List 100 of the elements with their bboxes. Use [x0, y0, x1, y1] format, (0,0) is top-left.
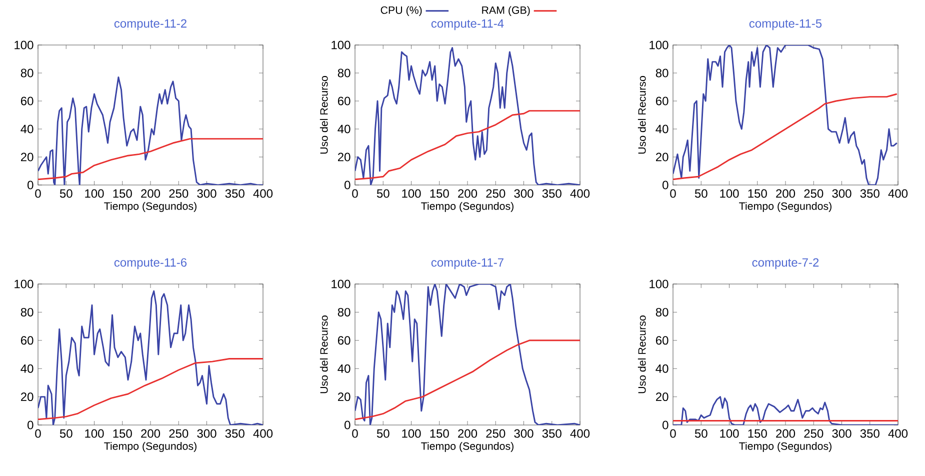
x-tick-label: 300 — [832, 189, 852, 198]
y-tick-label: 40 — [20, 124, 34, 134]
x-tick-label: 250 — [169, 189, 188, 198]
legend-label: CPU (%) — [380, 6, 422, 16]
y-tick-label: 0 — [344, 180, 350, 190]
y-tick-label: 100 — [14, 280, 34, 288]
y-tick-label: 20 — [338, 152, 350, 162]
x-tick-label: 50 — [60, 189, 72, 198]
x-tick-label: 200 — [141, 429, 160, 438]
y-axis-title: Uso del Recurso — [638, 316, 646, 394]
y-tick-label: 80 — [20, 308, 34, 316]
y-tick-label: 80 — [656, 308, 668, 316]
x-tick-label: 350 — [542, 189, 562, 198]
y-tick-label: 80 — [338, 308, 350, 316]
x-tick-label: 350 — [860, 429, 880, 438]
x-tick-label: 400 — [570, 429, 590, 438]
x-tick-label: 50 — [60, 429, 72, 438]
x-tick-label: 200 — [776, 429, 796, 438]
x-tick-label: 100 — [720, 189, 739, 198]
y-tick-label: 60 — [20, 336, 34, 345]
legend-label: RAM (GB) — [482, 6, 530, 16]
y-tick-label: 100 — [332, 40, 350, 50]
x-tick-label: 300 — [514, 429, 534, 438]
y-tick-label: 100 — [14, 40, 34, 50]
x-tick-label: 400 — [253, 429, 273, 438]
y-tick-label: 40 — [656, 124, 668, 134]
y-tick-label: 60 — [338, 336, 350, 345]
y-tick-label: 20 — [20, 392, 34, 402]
x-axis-title: Tiempo (Segundos) — [104, 202, 196, 212]
y-tick-label: 0 — [28, 420, 34, 430]
x-tick-label: 200 — [458, 429, 478, 438]
x-tick-label: 350 — [225, 429, 244, 438]
x-tick-label: 50 — [694, 189, 708, 198]
x-tick-label: 0 — [352, 189, 358, 198]
y-tick-label: 20 — [338, 392, 350, 402]
y-tick-label: 0 — [344, 420, 350, 430]
x-tick-label: 400 — [888, 189, 908, 198]
y-tick-label: 80 — [20, 68, 34, 78]
x-tick-label: 300 — [832, 429, 852, 438]
y-tick-label: 0 — [662, 180, 668, 190]
x-tick-label: 100 — [85, 189, 104, 198]
x-tick-label: 250 — [804, 429, 824, 438]
x-tick-label: 200 — [141, 189, 160, 198]
line-series — [38, 76, 264, 185]
y-tick-label: 100 — [650, 40, 668, 50]
y-axis-title: Uso del Recurso — [638, 76, 646, 154]
x-tick-label: 200 — [776, 189, 796, 198]
x-tick-label: 50 — [694, 429, 708, 438]
x-tick-label: 0 — [670, 429, 676, 438]
x-tick-label: 150 — [430, 189, 449, 198]
x-tick-label: 250 — [486, 189, 506, 198]
x-tick-label: 50 — [376, 189, 390, 198]
x-tick-label: 0 — [352, 429, 358, 438]
y-tick-label: 40 — [20, 364, 34, 373]
x-tick-label: 350 — [542, 429, 562, 438]
y-tick-label: 60 — [338, 96, 350, 106]
x-tick-label: 400 — [253, 189, 273, 198]
y-tick-label: 0 — [28, 180, 34, 190]
x-axis-title: Tiempo (Segundos) — [739, 442, 832, 452]
y-tick-label: 100 — [650, 280, 668, 288]
line-series — [355, 110, 580, 180]
x-tick-label: 150 — [113, 429, 132, 438]
chart-title: compute-11-6 — [114, 258, 187, 270]
x-tick-label: 350 — [225, 189, 244, 198]
x-tick-label: 50 — [376, 429, 390, 438]
line-series — [355, 284, 580, 425]
y-tick-label: 60 — [656, 336, 668, 345]
chart-title: compute-11-4 — [431, 19, 504, 30]
y-tick-label: 20 — [656, 152, 668, 162]
chart-title: compute-7-2 — [752, 258, 819, 270]
y-axis-title: Uso del Recurso — [320, 76, 328, 154]
x-tick-label: 150 — [430, 429, 449, 438]
x-axis-title: Tiempo (Segundos) — [104, 442, 196, 452]
x-tick-label: 100 — [85, 429, 104, 438]
chart-title: compute-11-7 — [431, 258, 504, 270]
x-tick-label: 150 — [748, 189, 767, 198]
x-tick-label: 250 — [486, 429, 506, 438]
x-tick-label: 0 — [670, 189, 676, 198]
x-tick-label: 100 — [402, 429, 421, 438]
y-tick-label: 60 — [20, 96, 34, 106]
chart-title: compute-11-5 — [749, 19, 822, 30]
x-tick-label: 300 — [514, 189, 534, 198]
x-tick-label: 200 — [458, 189, 478, 198]
x-tick-label: 250 — [169, 429, 188, 438]
y-tick-label: 80 — [656, 68, 668, 78]
x-tick-label: 150 — [748, 429, 767, 438]
chart-title: compute-11-2 — [114, 19, 186, 30]
x-tick-label: 300 — [197, 429, 216, 438]
y-tick-label: 20 — [20, 152, 34, 162]
line-series — [38, 358, 264, 420]
x-tick-label: 250 — [804, 189, 824, 198]
x-tick-label: 150 — [113, 189, 132, 198]
y-tick-label: 40 — [338, 124, 350, 134]
y-tick-label: 80 — [338, 68, 350, 78]
x-tick-label: 100 — [720, 429, 739, 438]
y-axis-title: Uso del Recurso — [320, 316, 328, 394]
y-tick-label: 0 — [662, 420, 668, 430]
x-tick-label: 300 — [197, 189, 216, 198]
x-tick-label: 400 — [570, 189, 590, 198]
y-tick-label: 40 — [338, 364, 350, 373]
